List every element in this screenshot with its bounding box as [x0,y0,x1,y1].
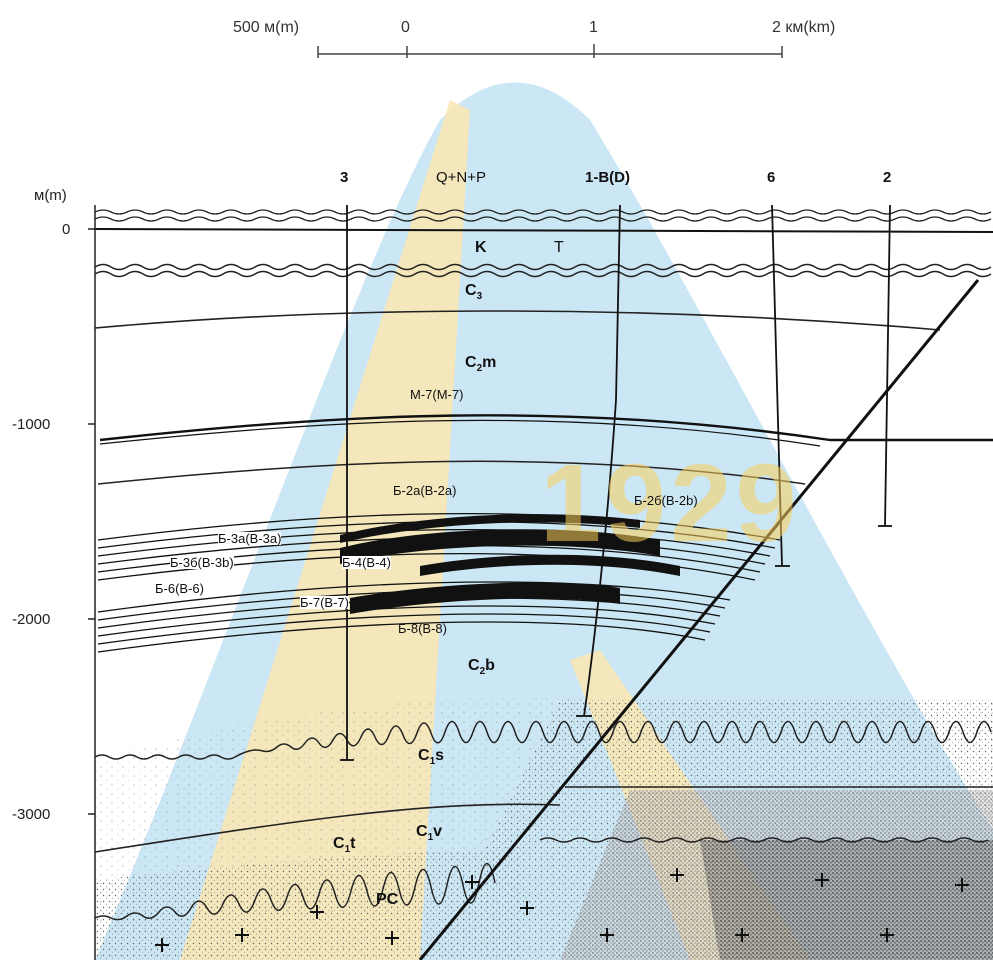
unit-label-pc: PC [376,891,399,908]
depth-tick-3000: -3000 [12,806,51,823]
layer-label-b4: Б-4(В-4) [342,555,391,570]
stippled-zone-c1t [95,850,520,960]
horizon-c2m-base [97,460,806,485]
horizon-c3-base [95,310,941,331]
depth-axis [88,205,96,960]
scale-bar [317,44,783,58]
fault-line [418,279,980,960]
layer-label-b3a: Б-3а(В-3а) [218,531,282,546]
well-6-trace [771,205,790,567]
layer-label-b6: Б-6(В-6) [155,581,204,596]
unconformity-k-base-2 [95,270,992,278]
unconformity-c1s-top [95,720,992,760]
unit-label-c3: C3 [465,282,483,303]
well-label-3: 3 [340,169,349,186]
thick-layer-b3a [340,529,660,564]
layer-label-b2a: Б-2а(В-2а) [393,483,457,498]
horizon-bundle-b3 [97,512,781,581]
horizon-m7-b [99,419,821,447]
unconformity-top-1 [95,209,992,215]
well-label-1bd: 1-B(D) [585,169,630,186]
unit-label-k: K [475,239,487,256]
depth-tick-1000: -1000 [12,416,51,433]
unit-label-c2m: C2m [465,354,497,375]
well-1bd-trace [576,205,621,717]
thick-layer-b4 [420,554,680,576]
unconformity-top-2 [95,216,992,222]
darker-zone-east [700,840,993,960]
well-2-trace [878,205,892,527]
unit-label-c1t: C1t [333,835,356,856]
unconformity-pc-top [95,862,496,921]
depth-tick-2000: -2000 [12,611,51,628]
layer-label-m7: М-7(М-7) [410,387,464,402]
layer-label-b2b: Б-2б(В-2b) [634,493,698,508]
unit-label-c2b: C2b [468,657,495,678]
thick-layer-b7 [350,582,620,614]
scale-label-2km: 2 км(km) [772,19,836,36]
horizon-m7 [99,414,993,442]
well-top-marker: T [554,239,564,256]
depth-unit-label: м(m) [34,187,67,204]
unconformity-east-lower [539,837,989,843]
watermark-text: 1929 [540,442,801,565]
scale-label-500m: 500 м(m) [233,19,300,36]
well-label-6: 6 [767,169,776,186]
unit-label-c1s: C1s [418,747,445,768]
horizon-c1t-top [95,803,561,853]
thick-layer-b2 [340,514,640,543]
scale-label-0: 0 [401,19,410,36]
unconformity-k-base-1 [95,263,992,271]
well-label-2: 2 [883,169,892,186]
layer-label-b8: Б-8(В-8) [398,621,447,636]
unit-label-c1v: C1v [416,823,443,844]
sea-level-line [95,228,993,233]
basement-crosses [155,868,969,952]
well-3-trace [340,205,354,761]
layer-label-b7: Б-7(В-7) [300,595,349,610]
depth-tick-0: 0 [62,221,71,238]
layer-label-b3b: Б-3б(В-3b) [170,555,234,570]
top-unit-label: Q+N+P [436,169,487,186]
scale-label-1: 1 [589,19,598,36]
